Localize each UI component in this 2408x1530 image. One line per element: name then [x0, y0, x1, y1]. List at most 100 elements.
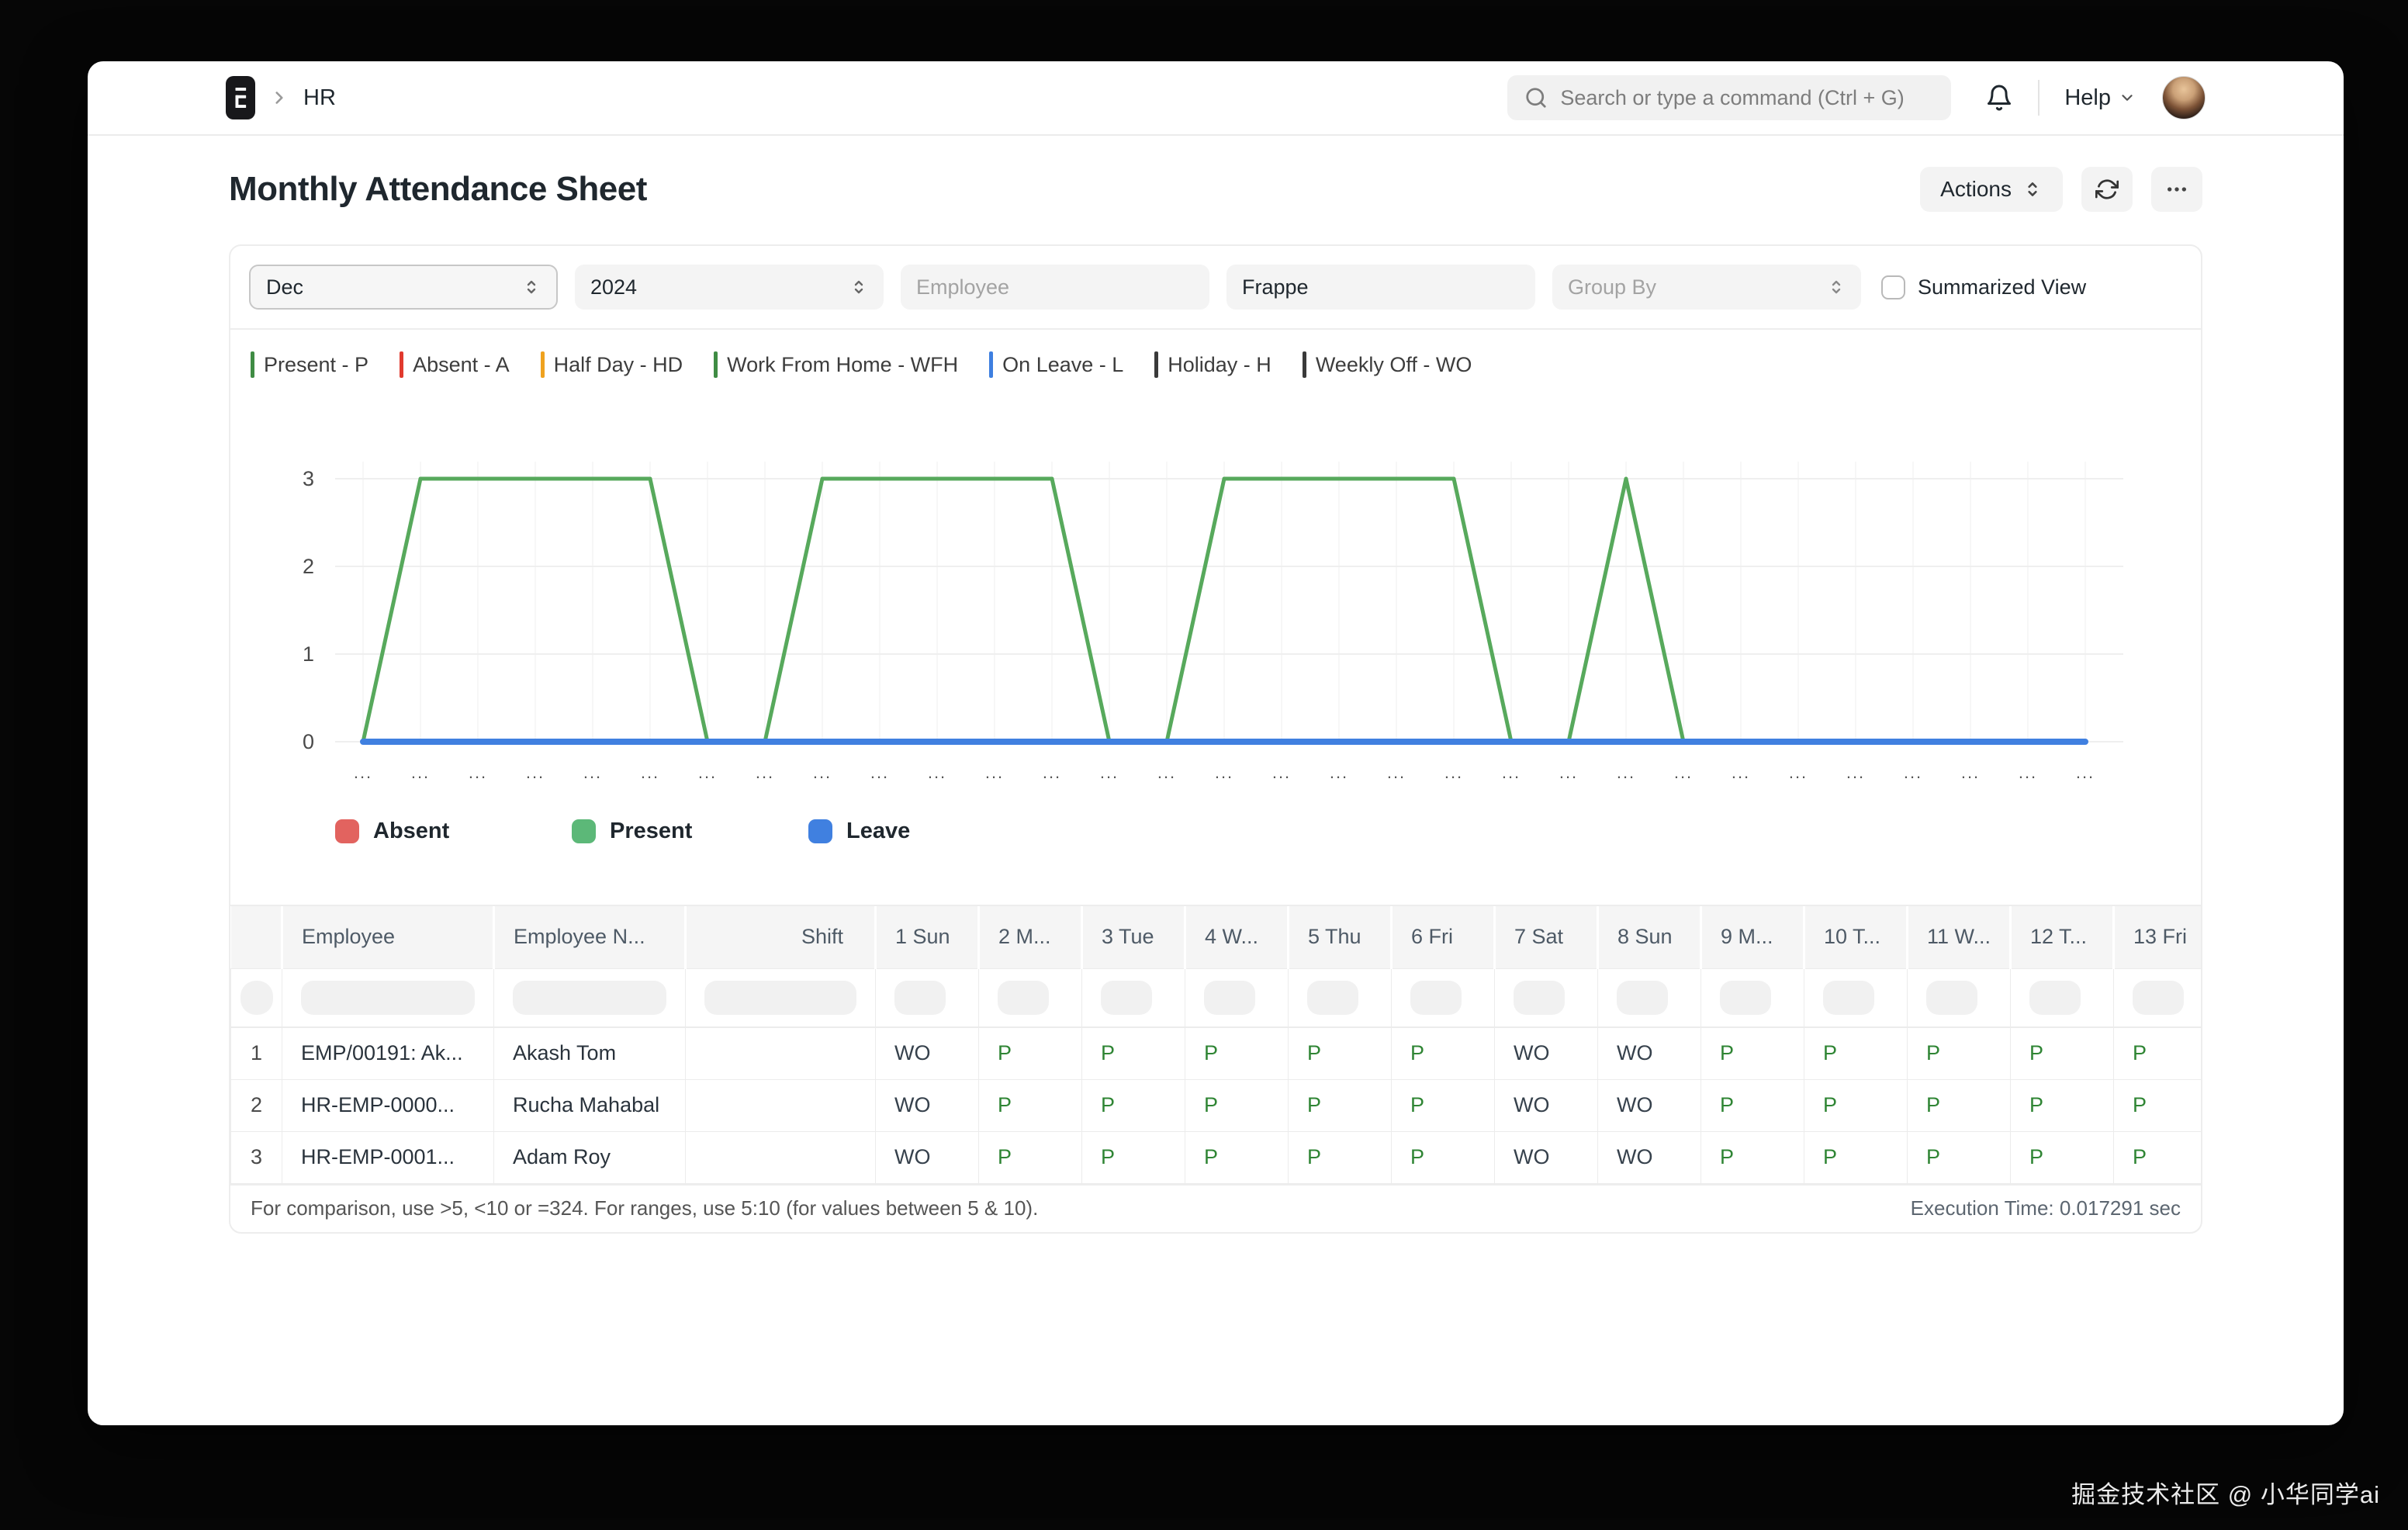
attendance-cell[interactable]: P [1185, 1026, 1289, 1080]
notifications-button[interactable] [1985, 84, 2013, 112]
attendance-cell[interactable]: P [1288, 1078, 1392, 1132]
column-header-12-t-[interactable]: 12 T... [2010, 906, 2115, 968]
attendance-cell[interactable]: WO [1494, 1130, 1598, 1184]
help-menu[interactable]: Help [2064, 85, 2136, 111]
attendance-cell[interactable]: P [2113, 1130, 2201, 1184]
column-filter-input[interactable] [1410, 980, 1462, 1015]
more-menu-button[interactable] [2151, 167, 2202, 212]
column-header-shift[interactable]: Shift [685, 906, 877, 968]
attendance-cell[interactable]: P [1907, 1130, 2011, 1184]
column-header-1-sun[interactable]: 1 Sun [875, 906, 980, 968]
attendance-cell[interactable]: P [1700, 1078, 1804, 1132]
employee-name-cell[interactable]: Adam Roy [493, 1130, 686, 1184]
attendance-cell[interactable]: P [1391, 1130, 1495, 1184]
shift-cell[interactable] [685, 1130, 876, 1184]
attendance-cell[interactable]: P [2113, 1026, 2201, 1080]
chart-legend-item-present[interactable]: Present [572, 819, 808, 844]
attendance-cell[interactable]: P [2010, 1026, 2114, 1080]
attendance-cell[interactable]: P [1081, 1078, 1185, 1132]
avatar[interactable] [2162, 76, 2206, 119]
group-by-select[interactable]: Group By [1552, 265, 1861, 310]
summarized-view-checkbox[interactable] [1881, 275, 1905, 299]
attendance-cell[interactable]: P [1081, 1026, 1185, 1080]
column-filter-input[interactable] [1617, 980, 1668, 1015]
column-header-6-fri[interactable]: 6 Fri [1391, 906, 1496, 968]
column-filter-input[interactable] [513, 980, 666, 1015]
attendance-cell[interactable]: P [2010, 1130, 2114, 1184]
attendance-cell[interactable]: P [1185, 1130, 1289, 1184]
attendance-cell[interactable]: P [1391, 1078, 1495, 1132]
attendance-cell[interactable]: WO [875, 1026, 979, 1080]
column-header-8-sun[interactable]: 8 Sun [1597, 906, 1702, 968]
year-select[interactable]: 2024 [575, 265, 884, 310]
refresh-button[interactable] [2081, 167, 2133, 212]
column-header-employee-n-[interactable]: Employee N... [493, 906, 687, 968]
column-filter-input[interactable] [301, 980, 475, 1015]
employee-id-cell[interactable]: HR-EMP-0001... [282, 1130, 494, 1184]
shift-cell[interactable] [685, 1026, 876, 1080]
employee-filter-input[interactable] [901, 265, 1209, 310]
company-filter-input[interactable] [1226, 265, 1535, 310]
attendance-cell[interactable]: P [1907, 1026, 2011, 1080]
column-filter-input[interactable] [704, 980, 856, 1015]
attendance-cell[interactable]: P [1804, 1130, 1908, 1184]
column-filter-input[interactable] [1720, 980, 1771, 1015]
attendance-cell[interactable]: WO [1597, 1078, 1701, 1132]
summarized-view-toggle[interactable]: Summarized View [1881, 275, 2086, 299]
attendance-cell[interactable]: P [978, 1130, 1082, 1184]
column-header-employee[interactable]: Employee [282, 906, 495, 968]
column-header-3-tue[interactable]: 3 Tue [1081, 906, 1186, 968]
attendance-cell[interactable]: P [1185, 1078, 1289, 1132]
column-filter-input[interactable] [1307, 980, 1358, 1015]
attendance-cell[interactable]: P [1391, 1026, 1495, 1080]
breadcrumb[interactable]: HR [303, 85, 336, 110]
actions-button[interactable]: Actions [1920, 167, 2063, 212]
employee-id-cell[interactable]: EMP/00191: Ak... [282, 1026, 494, 1080]
attendance-cell[interactable]: P [1288, 1130, 1392, 1184]
attendance-cell[interactable]: WO [875, 1130, 979, 1184]
month-select[interactable]: Dec [249, 265, 558, 310]
column-header-5-thu[interactable]: 5 Thu [1288, 906, 1393, 968]
column-filter-input[interactable] [2133, 980, 2184, 1015]
column-header-13-fri[interactable]: 13 Fri [2113, 906, 2201, 968]
chart-legend-item-leave[interactable]: Leave [808, 819, 1045, 844]
attendance-cell[interactable]: P [1081, 1130, 1185, 1184]
column-filter-input[interactable] [998, 980, 1049, 1015]
column-filter-input[interactable] [2029, 980, 2081, 1015]
attendance-cell[interactable]: WO [875, 1078, 979, 1132]
attendance-cell[interactable]: P [978, 1078, 1082, 1132]
attendance-cell[interactable]: P [1700, 1026, 1804, 1080]
column-header-4-w-[interactable]: 4 W... [1185, 906, 1289, 968]
column-header-9-m-[interactable]: 9 M... [1700, 906, 1805, 968]
attendance-cell[interactable]: WO [1597, 1026, 1701, 1080]
employee-name-cell[interactable]: Akash Tom [493, 1026, 686, 1080]
shift-cell[interactable] [685, 1078, 876, 1132]
attendance-cell[interactable]: P [2010, 1078, 2114, 1132]
column-filter-input[interactable] [894, 980, 946, 1015]
column-header-2-m-[interactable]: 2 M... [978, 906, 1083, 968]
column-filter-input[interactable] [1823, 980, 1874, 1015]
attendance-cell[interactable]: P [2113, 1078, 2201, 1132]
column-filter-input[interactable] [240, 980, 273, 1015]
employee-name-cell[interactable]: Rucha Mahabal [493, 1078, 686, 1132]
column-filter-input[interactable] [1514, 980, 1565, 1015]
column-filter-input[interactable] [1204, 980, 1255, 1015]
global-search-input[interactable]: Search or type a command (Ctrl + G) [1507, 75, 1952, 120]
attendance-cell[interactable]: P [1700, 1130, 1804, 1184]
column-filter-input[interactable] [1101, 980, 1152, 1015]
attendance-cell[interactable]: P [1804, 1078, 1908, 1132]
column-header-11-w-[interactable]: 11 W... [1907, 906, 2012, 968]
attendance-cell[interactable]: P [1288, 1026, 1392, 1080]
column-filter-input[interactable] [1926, 980, 1977, 1015]
column-header-7-sat[interactable]: 7 Sat [1494, 906, 1599, 968]
column-header-10-t-[interactable]: 10 T... [1804, 906, 1908, 968]
employee-id-cell[interactable]: HR-EMP-0000... [282, 1078, 494, 1132]
chart-legend-item-absent[interactable]: Absent [335, 819, 572, 844]
attendance-cell[interactable]: WO [1597, 1130, 1701, 1184]
column-header-index[interactable] [230, 906, 283, 968]
attendance-cell[interactable]: P [1907, 1078, 2011, 1132]
attendance-cell[interactable]: WO [1494, 1078, 1598, 1132]
attendance-cell[interactable]: WO [1494, 1026, 1598, 1080]
attendance-cell[interactable]: P [978, 1026, 1082, 1080]
app-logo[interactable] [226, 76, 255, 119]
